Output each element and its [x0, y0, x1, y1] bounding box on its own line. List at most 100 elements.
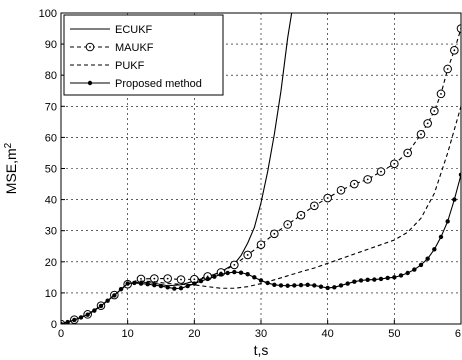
maukf-point-center [420, 133, 422, 136]
maukf-point-center [166, 277, 169, 280]
y-axis-label: MSE,m2 [3, 142, 19, 194]
proposed-method-point [158, 283, 164, 289]
proposed-method-point [252, 275, 257, 280]
proposed-method-point [85, 312, 90, 317]
proposed-method-point [225, 270, 230, 276]
proposed-method-point [132, 280, 137, 286]
proposed-method-point [238, 270, 244, 275]
y-tick-label: 60 [45, 132, 57, 144]
proposed-method-point [145, 281, 150, 287]
proposed-method-point [405, 270, 410, 276]
proposed-method-point [165, 285, 170, 290]
x-tick-label: 40 [322, 328, 334, 340]
maukf-point-center [353, 183, 356, 185]
x-axis-label: t,s [254, 342, 269, 358]
proposed-method-point [172, 286, 177, 291]
proposed-method-point [298, 282, 304, 288]
x-tick-label: 50 [388, 328, 400, 340]
y-tick-label: 70 [45, 101, 57, 113]
proposed-method-point [312, 283, 317, 288]
legend-label-pukf: PUKF [115, 60, 145, 72]
legend-label-maukf: MAUKF [115, 42, 154, 54]
proposed-method-point [72, 317, 77, 323]
proposed-method-point [412, 267, 417, 272]
proposed-method-point [438, 234, 444, 240]
proposed-method-point [65, 319, 70, 324]
proposed-method-point [385, 275, 390, 281]
proposed-method-point [378, 276, 384, 282]
maukf-point-center [233, 264, 236, 266]
proposed-method-point [105, 298, 110, 303]
proposed-method-point [452, 197, 457, 202]
y-tick-label: 100 [39, 8, 57, 20]
maukf-point-center [406, 152, 409, 154]
maukf-point [456, 24, 461, 33]
maukf-point-center [446, 68, 449, 70]
x-tick-label: 10 [122, 328, 134, 340]
maukf-point-center [153, 277, 156, 280]
proposed-method-point [445, 219, 450, 224]
proposed-method-point [278, 283, 284, 288]
maukf-point-center [380, 170, 382, 173]
maukf-point-center [260, 243, 262, 246]
proposed-method-point [272, 282, 277, 288]
proposed-method-point [198, 278, 204, 284]
maukf-point-center [440, 92, 442, 95]
y-tick-label: 30 [45, 226, 57, 238]
proposed-method-point [418, 262, 424, 268]
proposed-method-point [265, 280, 270, 286]
series-layer [61, 13, 461, 324]
proposed-method-point [285, 283, 290, 288]
proposed-method-point [245, 272, 250, 277]
legend-label-proposed-method: Proposed method [115, 78, 202, 90]
proposed-method-point [325, 285, 330, 291]
maukf-point-center [366, 178, 369, 181]
proposed-method-point [432, 247, 437, 252]
proposed-method-point [152, 282, 157, 288]
proposed-method-point [332, 285, 337, 290]
proposed-method-point [92, 308, 97, 313]
maukf-point-center [273, 232, 276, 235]
maukf-point-center [453, 49, 456, 52]
y-tick-label: 40 [45, 195, 57, 207]
y-axis-label-text: MSE,m [3, 148, 19, 194]
y-tick-label: 90 [45, 39, 57, 51]
y-tick-label: 10 [45, 288, 57, 300]
proposed-method-point [458, 172, 461, 177]
proposed-method-point [78, 315, 84, 320]
proposed-method-point [258, 278, 264, 283]
proposed-method-point [61, 321, 64, 324]
proposed-method-point [372, 277, 377, 282]
proposed-method-point [118, 286, 124, 292]
proposed-method-point [232, 269, 237, 275]
y-tick-label: 20 [45, 257, 57, 269]
x-tick-label: 6 [455, 328, 461, 340]
proposed-method-point [98, 303, 104, 309]
proposed-method-point [425, 256, 430, 261]
proposed-method-point [218, 272, 224, 277]
x-tick-label: 30 [255, 328, 267, 340]
proposed-method-point [138, 281, 144, 286]
maukf-point-center [393, 162, 396, 165]
legend-proposed-method-point [87, 80, 93, 86]
legend-maukf-point-center [89, 46, 91, 48]
maukf-point-center [286, 223, 289, 226]
y-axis-label-exponent: 2 [3, 142, 14, 148]
series-proposed-method [61, 172, 461, 324]
proposed-method-point [125, 281, 130, 286]
y-tick-label: 80 [45, 70, 57, 82]
proposed-method-point [352, 279, 357, 284]
maukf-point-center [193, 278, 196, 281]
proposed-method-point [365, 277, 370, 283]
x-tick-label: 20 [188, 328, 200, 340]
maukf-point-center [300, 214, 302, 217]
x-tick-label: 0 [58, 328, 64, 340]
proposed-method-point [212, 274, 217, 279]
proposed-method-point [178, 286, 184, 291]
proposed-method-point [398, 273, 404, 278]
legend-label-ecukf: ECUKF [115, 24, 153, 36]
proposed-method-point [205, 276, 210, 282]
maukf-point-center [433, 110, 436, 112]
